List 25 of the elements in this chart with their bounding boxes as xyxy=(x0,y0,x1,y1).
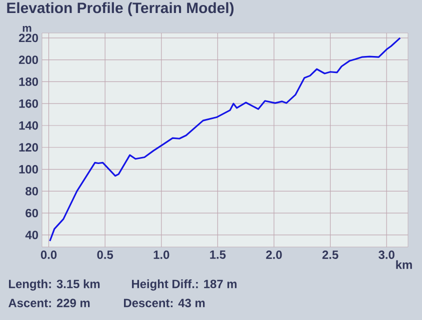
y-tick-label: 140 xyxy=(19,121,38,130)
text: Ascent: 229 m xyxy=(8,298,90,308)
text: Descent: 43 m xyxy=(124,298,205,308)
y-tick-label: 120 xyxy=(19,143,38,152)
y-tick-label: 180 xyxy=(19,77,38,86)
text: Height Diff.: 187 m xyxy=(132,279,237,291)
line-series xyxy=(49,37,401,242)
x-tick-label: 2.0 xyxy=(266,250,282,259)
y-tick-label: 160 xyxy=(19,99,38,108)
x-axis-title: km xyxy=(396,260,412,269)
y-tick-label: 60 xyxy=(26,208,38,218)
x-tick-label: 2.5 xyxy=(322,250,338,259)
x-tick-label: 3.0 xyxy=(378,250,394,260)
x-tick-label: 0.0 xyxy=(40,250,57,259)
y-tick-label: 200 xyxy=(18,56,38,64)
text: Length: 3.15 km xyxy=(8,279,100,291)
y-tick-label: 220 xyxy=(18,34,38,42)
y-tick-label: 40 xyxy=(25,230,38,240)
y-tick-label: 80 xyxy=(26,186,38,196)
chart-title: Elevation Profile (Terrain Model) xyxy=(7,2,234,16)
x-tick-label: 1.0 xyxy=(154,250,170,259)
x-tick-label: 1.5 xyxy=(210,250,226,259)
y-tick-label: 100 xyxy=(19,165,38,174)
x-tick-label: 0.5 xyxy=(97,250,114,259)
y-axis-title: m xyxy=(22,26,32,32)
